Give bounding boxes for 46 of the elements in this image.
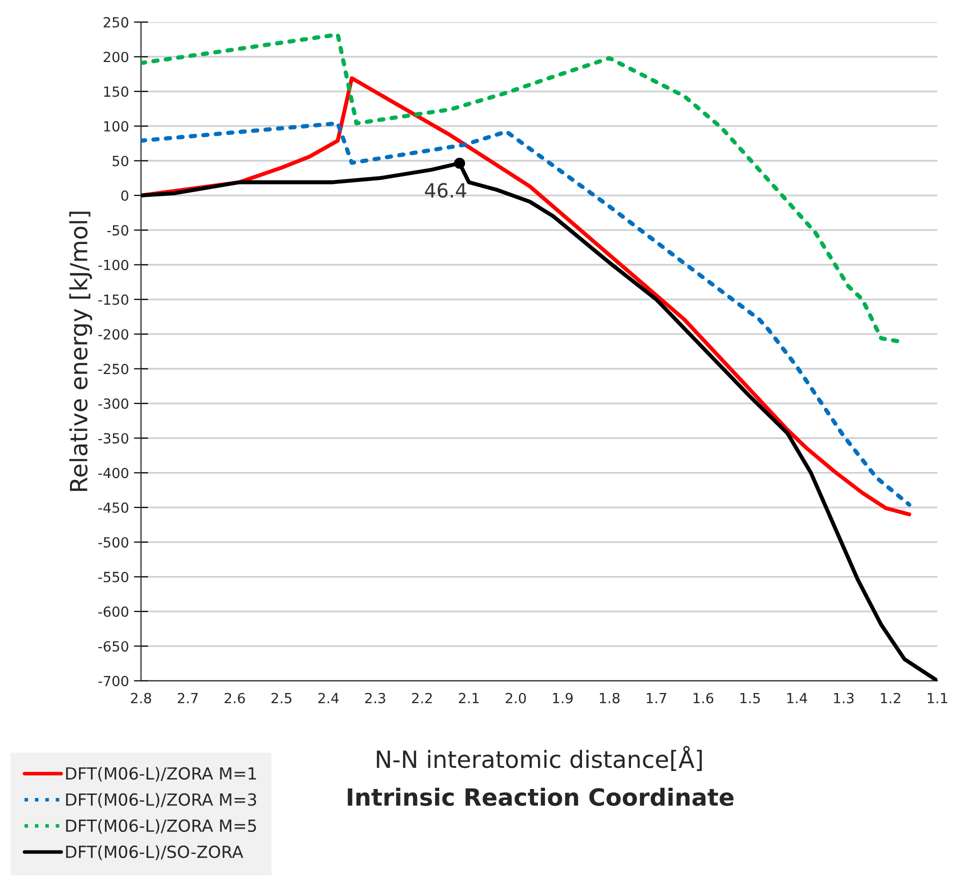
x-tick-label: 2.2 (412, 692, 432, 704)
x-tick-label: 1.8 (600, 692, 620, 704)
y-tick-label: -650 (98, 641, 128, 652)
x-tick-label: 1.2 (880, 692, 900, 704)
x-tick-label: 2.5 (272, 692, 292, 704)
y-tick-label: -200 (98, 329, 128, 340)
y-tick-label: 150 (104, 86, 128, 97)
legend-label: DFT(M06-L)/ZORA M=1 (66, 766, 256, 782)
y-tick-label: -600 (98, 606, 128, 617)
x-tick-label: 1.5 (740, 693, 760, 704)
x-tick-label: 2.1 (458, 692, 479, 704)
x-tick-label: 1.4 (787, 693, 808, 704)
y-tick-label: -400 (98, 468, 128, 478)
x-tick-label: 2.3 (365, 692, 386, 704)
y-tick-label: -150 (98, 294, 128, 305)
y-tick-label: 100 (104, 121, 128, 132)
x-tick-label: 2.4 (318, 692, 339, 704)
y-tick-label: 0 (121, 190, 128, 201)
y-tick-label: -500 (98, 537, 128, 548)
y-tick-label: -700 (98, 676, 128, 686)
x-tick-label: 2.7 (178, 692, 198, 704)
annotation: 46.4 (424, 183, 466, 198)
y-tick-label: -50 (107, 225, 128, 236)
legend-label: DFT(M06-L)/ZORA M=3 (66, 792, 256, 808)
y-tick-label: 200 (104, 52, 128, 62)
x-tick-label: 1.6 (694, 692, 714, 704)
y-tick-label: 50 (112, 156, 128, 166)
y-tick-label: -300 (98, 398, 128, 409)
y-tick-label: -450 (98, 502, 128, 513)
y-tick-label: 250 (104, 17, 128, 28)
legend-label: DFT(M06-L)/ZORA M=5 (66, 819, 256, 834)
x-tick-label: 2.8 (130, 692, 152, 704)
x-tick-label: 1.3 (834, 692, 854, 704)
y-tick-label: -550 (98, 572, 128, 582)
legend-label: DFT(M06-L)/SO-ZORA (66, 845, 244, 860)
x-tick-label: 1.7 (646, 693, 666, 704)
x-tick-label: 1.1 (928, 693, 948, 704)
y-axis-title: Relative energy [kJ/mol] (69, 212, 92, 491)
x-axis-title: N-N interatomic distance[Å] (376, 746, 702, 771)
text: Intrinsic Reaction Coordinate (348, 788, 734, 806)
y-tick-label: -350 (98, 433, 128, 444)
y-tick-label: -250 (98, 364, 128, 374)
x-tick-label: 2.0 (506, 692, 526, 704)
x-tick-label: 2.6 (224, 692, 245, 704)
y-tick-label: -100 (98, 260, 128, 270)
x-tick-label: 1.9 (553, 692, 573, 704)
